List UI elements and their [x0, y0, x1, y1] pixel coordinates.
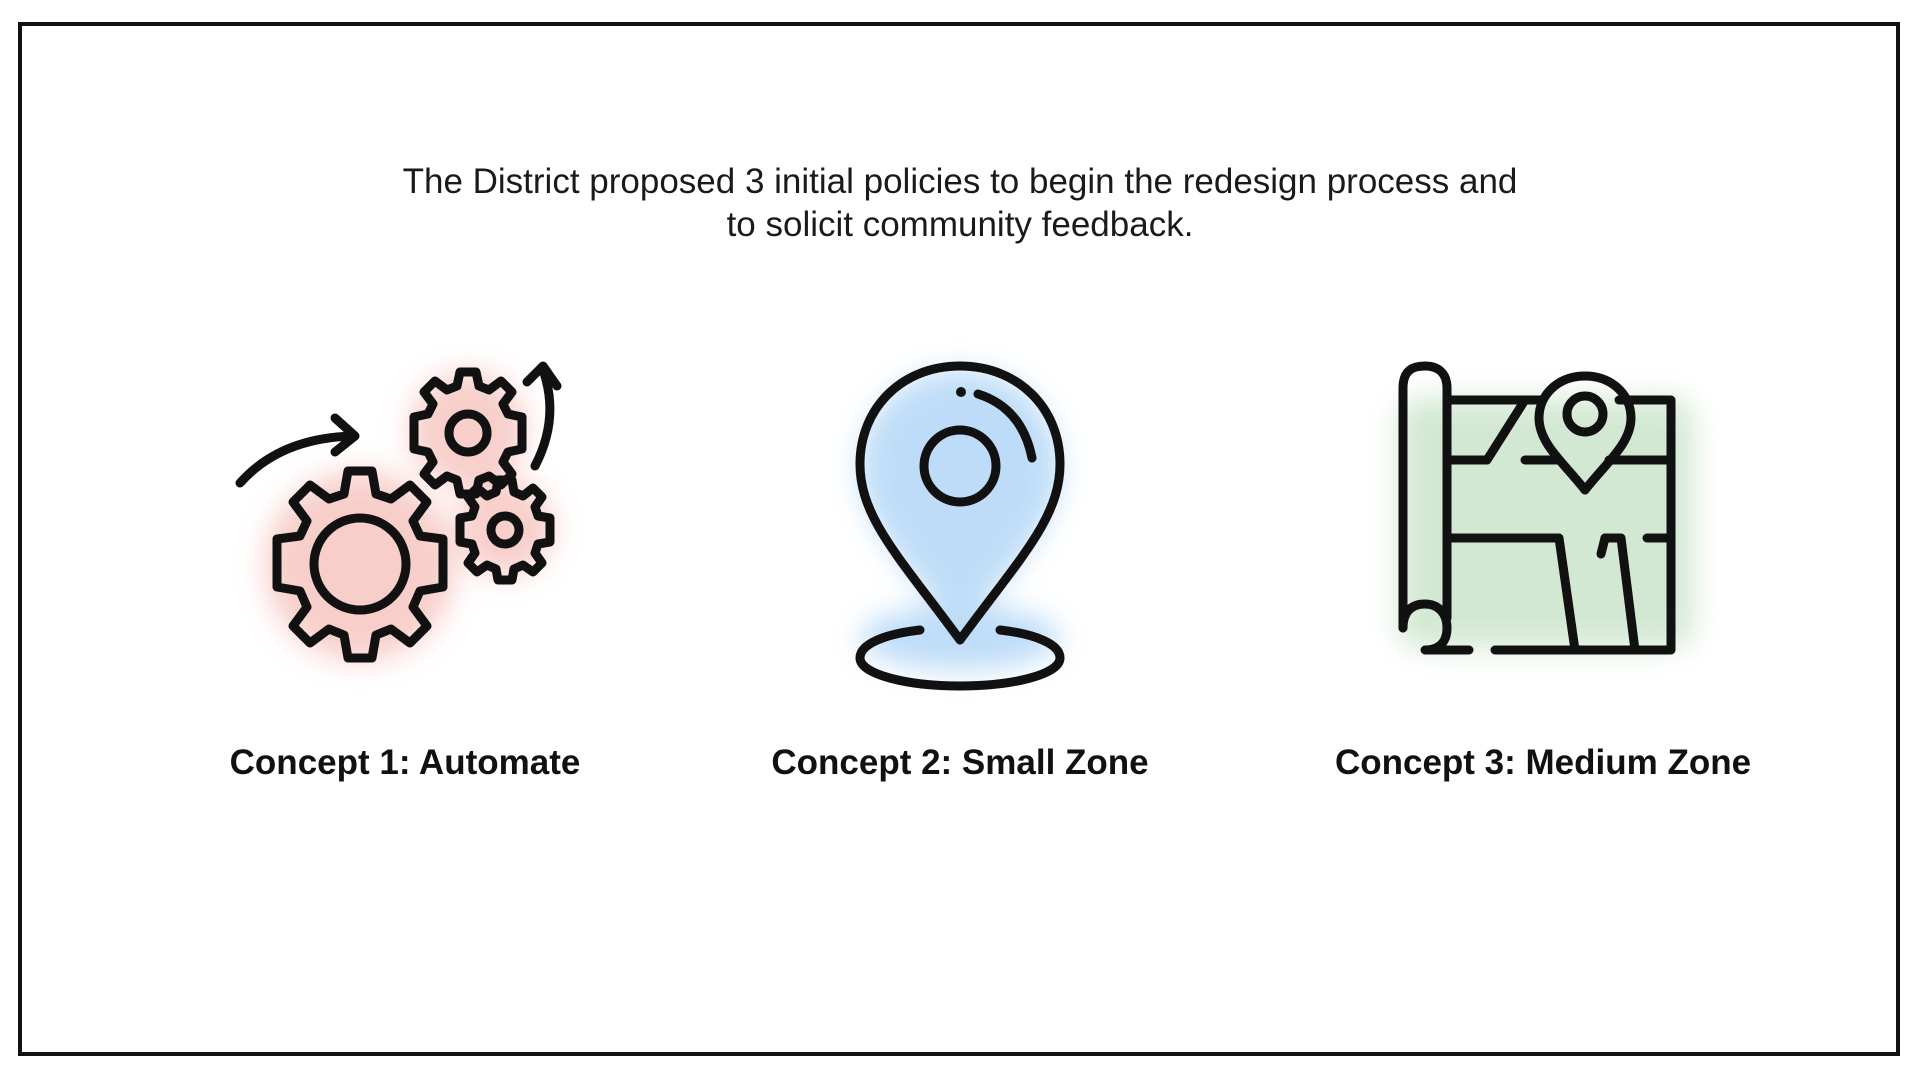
intro-line-1: The District proposed 3 initial policies… — [402, 162, 1518, 201]
intro-line-2: to solicit community feedback. — [726, 205, 1194, 244]
concept-medium-zone: Concept 3: Medium Zone — [1283, 348, 1803, 808]
concept-2-label: Concept 2: Small Zone — [771, 743, 1149, 782]
gears-automation-icon — [225, 348, 585, 688]
concept-3-label: Concept 3: Medium Zone — [1334, 743, 1752, 782]
location-pin-icon — [780, 348, 1140, 691]
gears-automation-svg — [235, 361, 562, 663]
map-with-pin-icon — [1363, 348, 1723, 688]
concept-small-zone: Concept 2: Small Zone — [700, 348, 1220, 808]
concept-1-label: Concept 1: Automate — [229, 743, 581, 782]
intro-text: The District proposed 3 initial policies… — [0, 160, 1920, 246]
location-pin-svg — [855, 361, 1065, 691]
concept-automate: Concept 1: Automate — [145, 348, 665, 808]
map-with-pin-svg — [1398, 361, 1693, 655]
